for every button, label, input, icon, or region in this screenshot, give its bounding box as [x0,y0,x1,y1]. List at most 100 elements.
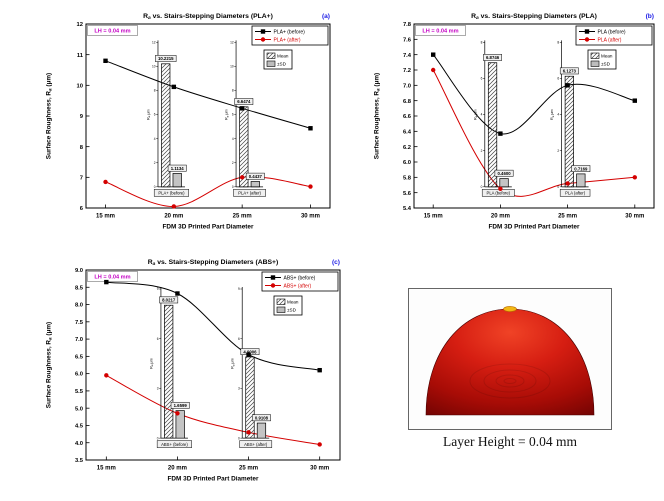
data-point [317,367,322,373]
inset-value-box [571,165,591,172]
x-tick-label: 30 mm [301,214,320,220]
chart-panel-b: Ra vs. Stairs-Stepping Diameters (PLA) (b… [368,6,664,246]
series-line-0 [106,281,320,371]
legend-label: ABS+ (before) [284,275,316,281]
inset-tick-label: 6 [154,113,156,117]
inset-label: ABS+ (after) [244,442,268,447]
data-point [632,175,637,180]
data-point [171,84,177,90]
y-tick-label: 7.6 [403,37,412,43]
inset-mean-bar [245,356,255,439]
legend-box [261,271,339,292]
series-line-0 [105,60,311,129]
inset-value-box [155,55,177,62]
data-point [175,411,180,416]
inset-axis-title: Ra μm [149,358,154,369]
inset-tick-label: 0 [154,185,156,189]
inset-label: PLA+ (before) [158,190,185,195]
y-tick-label: 7.2 [403,68,411,74]
inset-sd-bar [576,173,586,188]
inset-tick-label: 6 [232,113,234,117]
inset-tick-label: 10 [152,65,156,69]
inset-tick-label: 2 [481,149,483,153]
inset-value-box [245,172,265,180]
inset-tick-label: 6 [238,337,240,341]
inset-label: PLA (after) [565,190,586,195]
inset-tick-label: 4 [557,113,559,117]
y-tick-label: 6.0 [75,372,83,378]
y-tick-label: 6.4 [403,129,412,135]
inset-tick-label: 8 [481,41,483,45]
inset-value-box [494,169,514,177]
inset-tick-label: 0 [557,185,559,189]
dome-concentric-rings [469,363,551,399]
lh-annotation-box [87,271,138,282]
y-tick-label: 5.8 [403,175,412,181]
inset-tick-label: 0 [481,185,483,189]
data-point [103,58,108,63]
inset-tick-label: 2 [154,161,156,165]
y-tick-label: 7.8 [403,22,412,28]
x-tick-label: 15 mm [97,466,116,472]
data-point [239,106,245,111]
data-point [103,179,108,185]
panel-letter: (b) [646,13,654,20]
inset-mean-bar [161,63,171,188]
inset-tick-label: 12 [152,41,156,45]
inset-label-box [559,189,591,197]
inset-axis-title: Ra μm [473,109,478,120]
y-axis-title: Surface Roughness, Ra (μm) [374,73,381,159]
lh-annotation: LH = 0.04 mm [94,29,130,35]
x-tick-label: 20 mm [168,466,187,472]
inset-tick-label: 10 [230,65,234,69]
inset-value-box [252,414,271,422]
legend-box [575,25,653,46]
y-tick-label: 5.4 [403,206,412,212]
y-tick-label: 7 [80,175,83,181]
inset-value-label: 10.2215 [158,56,174,61]
inset-value-label: 1.1134 [171,166,185,171]
panel-letter: (a) [322,13,330,20]
inset-axis-title: Ra μm [231,358,236,369]
y-tick-label: 6.8 [403,99,412,105]
mean-swatch [276,298,286,305]
data-point [246,352,251,357]
inset-tick-label: 6 [557,77,559,81]
y-tick-label: 4.0 [75,441,83,447]
legend-marker [260,29,266,34]
data-point [565,83,570,88]
inset-tick-label: 4 [232,137,234,141]
legend-label: PLA+ (after) [274,37,301,43]
inset-tick-label: 3 [238,387,240,391]
inset-label-box [239,440,273,448]
chart-panel-a: Ra vs. Stairs-Stepping Diameters (PLA+) (… [40,6,340,246]
y-tick-label: 8.0 [75,303,83,309]
x-tick-label: 20 mm [164,214,183,220]
lh-annotation-box [87,25,138,36]
data-point [104,279,109,285]
data-point [246,430,251,435]
inset-value-box [167,164,187,172]
legend-label: PLA (after) [598,37,622,43]
legend-marker [270,275,276,280]
x-tick-label: 25 mm [239,466,258,472]
mean-swatch [266,52,276,59]
inset-value-label: 8.0217 [162,298,176,303]
chart-title: Ra vs. Stairs-Stepping Diameters (ABS+) [148,259,279,267]
inset-label-box [153,189,190,197]
inset-tick-label: 6 [481,77,483,81]
inset-sd-bar [172,173,182,188]
inset-value-label: 6.6474 [237,99,251,104]
inset-label: PLA (before) [487,190,511,195]
data-point [171,204,177,209]
legend-label: ABS+ (after) [284,283,312,289]
data-point [498,186,503,192]
inset-label: ABS+ (before) [161,442,188,447]
inset-axis-title: Ra μm [146,109,151,120]
panel-letter: (c) [332,259,340,266]
inset-label: PLA+ (after) [238,190,261,195]
inset-value-label: 4.9006 [243,349,257,354]
x-tick-label: 25 mm [558,214,577,220]
legend-box [251,25,329,46]
